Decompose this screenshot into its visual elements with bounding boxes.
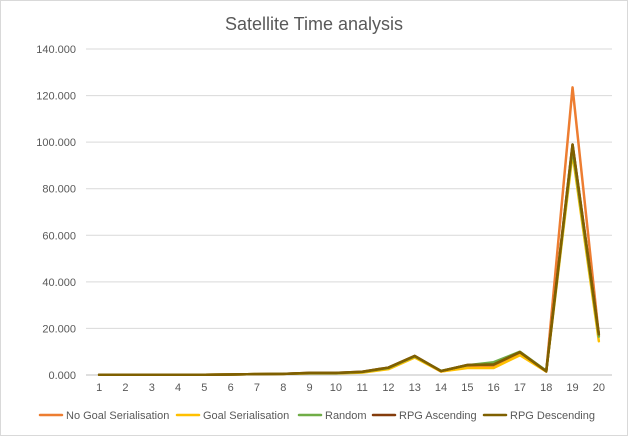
x-tick-label: 16 bbox=[488, 382, 500, 394]
y-axis-tick-labels: 0.000 20.000 40.000 60.000 80.000 100.000 120.… bbox=[36, 44, 76, 382]
x-tick-label: 17 bbox=[514, 382, 526, 394]
x-tick-label: 8 bbox=[280, 382, 286, 394]
chart-title: Satellite Time analysis bbox=[225, 14, 403, 34]
x-tick-label: 11 bbox=[356, 382, 367, 394]
legend-label: Goal Serialisation bbox=[203, 410, 289, 422]
x-tick-label: 14 bbox=[435, 382, 447, 394]
x-tick-label: 4 bbox=[175, 382, 181, 394]
x-tick-label: 15 bbox=[461, 382, 473, 394]
legend-label: No Goal Serialisation bbox=[66, 410, 169, 422]
x-tick-label: 2 bbox=[122, 382, 128, 394]
legend-label: Random bbox=[325, 410, 367, 422]
x-tick-label: 20 bbox=[593, 382, 605, 394]
x-tick-label: 1 bbox=[96, 382, 102, 394]
legend: No Goal Serialisation Goal Serialisation R… bbox=[38, 410, 595, 422]
y-tick-label: 60.000 bbox=[42, 230, 76, 242]
x-tick-label: 7 bbox=[254, 382, 260, 394]
series-lines bbox=[97, 86, 601, 377]
y-tick-label: 20.000 bbox=[42, 323, 76, 335]
legend-label: RPG Ascending bbox=[399, 410, 477, 422]
x-tick-label: 9 bbox=[306, 382, 312, 394]
y-tick-label: 100.000 bbox=[36, 137, 76, 149]
y-tick-label: 140.000 bbox=[36, 44, 76, 56]
x-tick-label: 3 bbox=[149, 382, 155, 394]
y-tick-label: 0.000 bbox=[48, 370, 76, 382]
y-tick-label: 120.000 bbox=[36, 91, 76, 103]
legend-label: RPG Descending bbox=[510, 410, 595, 422]
x-tick-label: 5 bbox=[201, 382, 207, 394]
gridlines bbox=[86, 48, 612, 376]
x-tick-label: 12 bbox=[382, 382, 394, 394]
x-tick-label: 13 bbox=[409, 382, 421, 394]
x-tick-label: 6 bbox=[228, 382, 234, 394]
x-axis-tick-labels: 1 2 3 4 5 6 7 8 9 10 11 12 13 14 15 16 17 18 19 20 bbox=[96, 382, 605, 394]
x-tick-label: 18 bbox=[540, 382, 552, 394]
series-line-5 bbox=[97, 143, 601, 377]
y-tick-label: 40.000 bbox=[42, 277, 76, 289]
x-tick-label: 19 bbox=[566, 382, 578, 394]
y-tick-label: 80.000 bbox=[42, 184, 76, 196]
x-tick-label: 10 bbox=[330, 382, 342, 394]
